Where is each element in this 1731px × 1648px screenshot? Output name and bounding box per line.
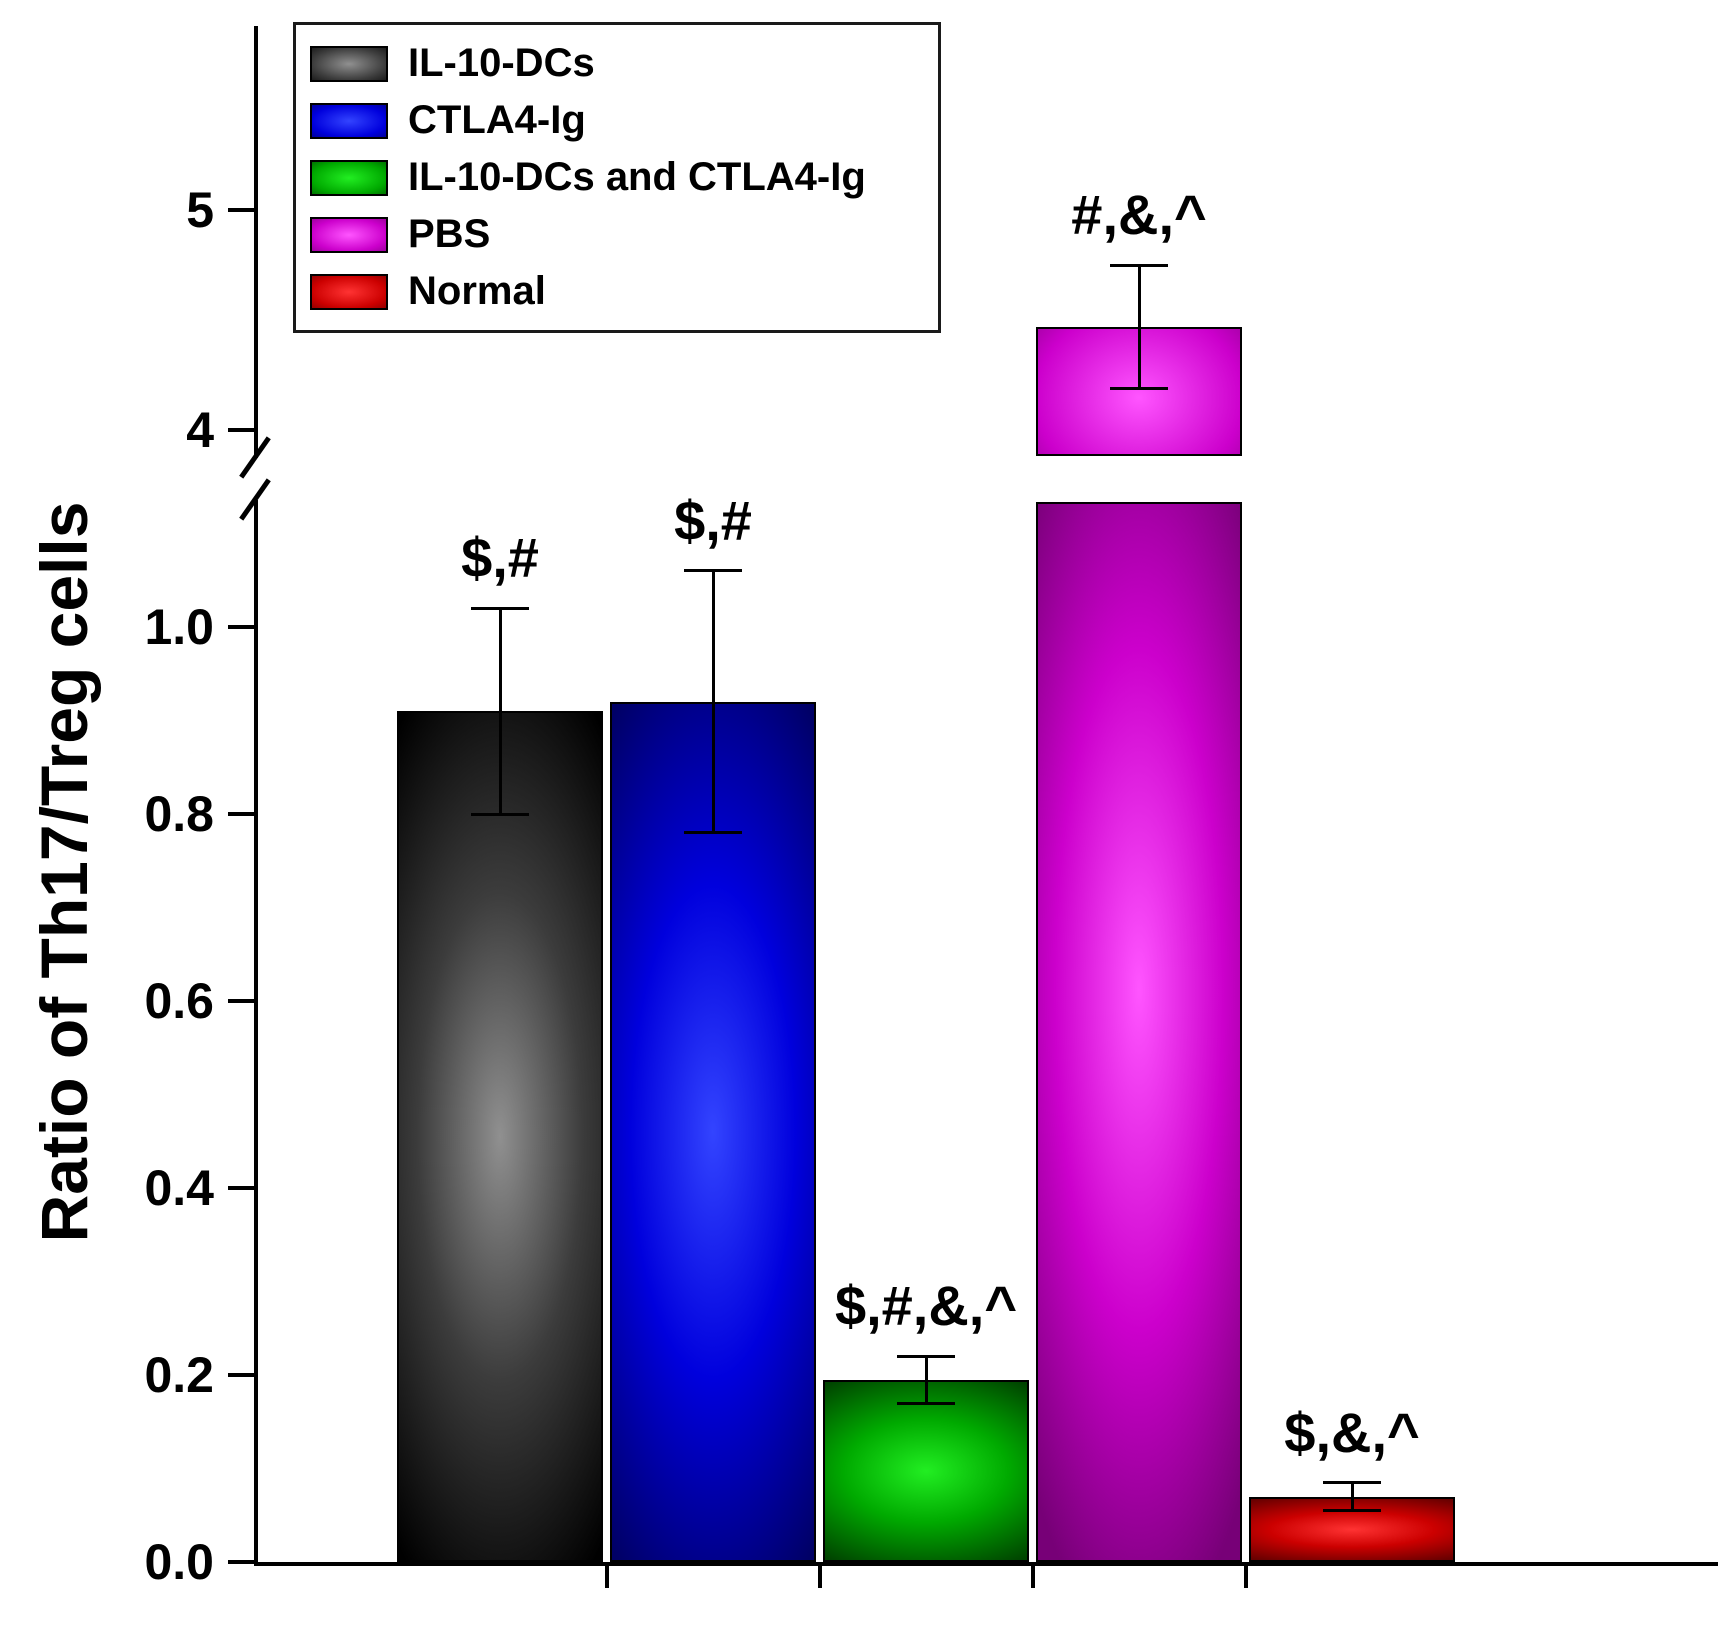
legend-swatch-normal xyxy=(310,273,388,310)
error-bar-cap xyxy=(684,831,742,835)
y-tick xyxy=(228,812,254,816)
bar-annotation: #,&,^ xyxy=(1071,183,1207,246)
error-bar-cap xyxy=(1323,1481,1381,1485)
y-tick xyxy=(228,1560,254,1564)
y-tick xyxy=(228,625,254,629)
y-axis-spine xyxy=(254,26,258,458)
y-tick xyxy=(228,1373,254,1377)
error-bar-line xyxy=(711,570,715,833)
x-tick xyxy=(1030,1566,1035,1588)
legend-label: PBS xyxy=(408,212,491,256)
legend-label: IL-10-DCs and CTLA4-Ig xyxy=(408,155,866,199)
bar-blue xyxy=(610,701,816,1562)
bar-annotation: $,# xyxy=(674,488,752,552)
y-tick xyxy=(228,1186,254,1190)
error-bar-cap xyxy=(1110,263,1168,267)
error-bar-cap xyxy=(684,569,742,573)
bar-annotation: $,&,^ xyxy=(1284,1400,1420,1464)
legend-item-il-10-dcs-and-ctla4-ig: IL-10-DCs and CTLA4-Ig xyxy=(296,149,938,206)
error-bar-cap xyxy=(471,606,529,610)
legend-label: IL-10-DCs xyxy=(408,41,595,85)
y-tick xyxy=(228,208,254,212)
y-tick xyxy=(228,999,254,1003)
error-bar-cap xyxy=(1323,1509,1381,1513)
legend-item-pbs: PBS xyxy=(296,206,938,263)
legend-swatch-pbs xyxy=(310,216,388,253)
x-axis-spine xyxy=(254,1562,1718,1566)
legend-swatch-ctla4-ig xyxy=(310,102,388,139)
y-tick-label: 5 xyxy=(186,182,214,238)
legend-item-ctla4-ig: CTLA4-Ig xyxy=(296,92,938,149)
x-tick xyxy=(1243,1566,1248,1588)
legend-label: CTLA4-Ig xyxy=(408,98,586,142)
error-bar-cap xyxy=(897,1401,955,1405)
x-tick xyxy=(604,1566,609,1588)
legend: IL-10-DCs CTLA4-Ig IL-10-DCs and CTLA4-I… xyxy=(293,22,941,333)
y-tick-label: 0.4 xyxy=(144,1160,214,1216)
y-tick-label: 0.2 xyxy=(144,1347,214,1403)
bar-annotation: $,#,&,^ xyxy=(834,1274,1018,1338)
error-bar-cap xyxy=(471,812,529,816)
error-bar-line xyxy=(1350,1482,1354,1511)
error-bar-line xyxy=(498,608,502,814)
x-tick xyxy=(817,1566,822,1588)
y-tick-label: 4 xyxy=(186,402,214,458)
y-tick-label: 0.8 xyxy=(144,786,214,842)
bar-black xyxy=(397,711,603,1562)
y-axis-spine xyxy=(254,500,258,1566)
error-bar-line xyxy=(1137,265,1141,389)
y-tick-label: 0.6 xyxy=(144,973,214,1029)
legend-label: Normal xyxy=(408,269,546,313)
legend-swatch-il-10-dcs xyxy=(310,45,388,82)
error-bar-cap xyxy=(897,1354,955,1358)
bar-green xyxy=(823,1379,1029,1562)
legend-swatch-il-10-dcs-and-ctla4-ig xyxy=(310,159,388,196)
y-tick xyxy=(228,428,254,432)
legend-item-il-10-dcs: IL-10-DCs xyxy=(296,35,938,92)
legend-item-normal: Normal xyxy=(296,263,938,320)
bar-magenta-lower xyxy=(1036,502,1242,1562)
y-tick-label: 1.0 xyxy=(144,599,214,655)
error-bar-cap xyxy=(1110,386,1168,390)
y-tick-label: 0.0 xyxy=(144,1534,214,1590)
bar-annotation: $,# xyxy=(461,526,539,590)
error-bar-line xyxy=(924,1356,928,1404)
